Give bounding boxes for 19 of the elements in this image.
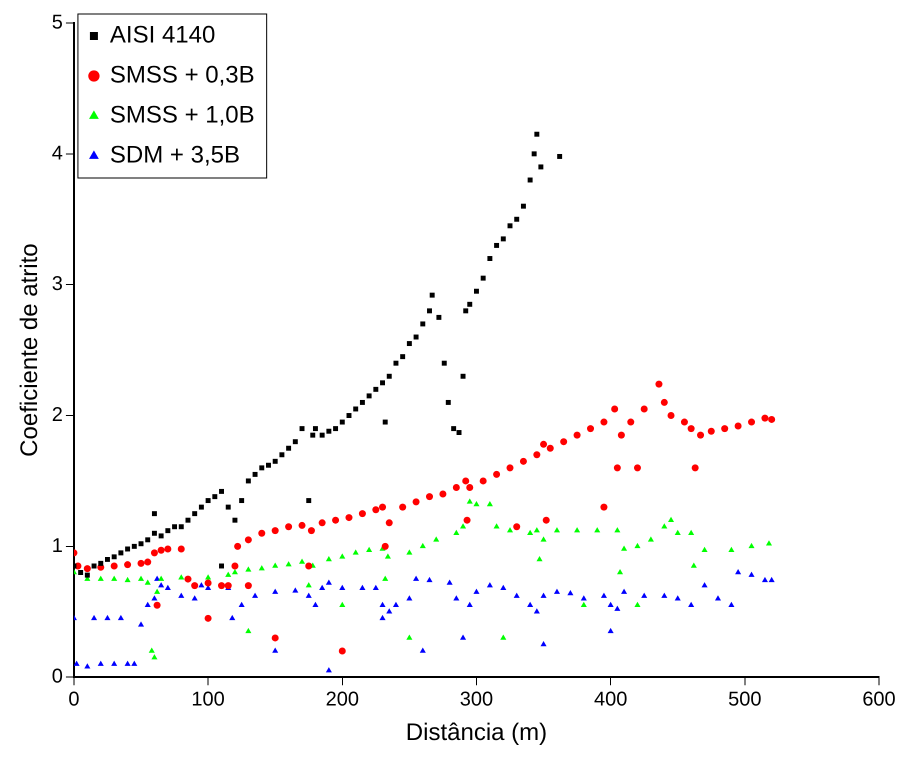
y-tick-label: 1 xyxy=(52,534,63,557)
y-tick-label: 3 xyxy=(52,273,63,296)
x-tick-label: 0 xyxy=(68,688,80,711)
x-tick-label: 500 xyxy=(728,688,762,711)
x-axis-title: Distância (m) xyxy=(406,719,548,746)
y-tick-label: 2 xyxy=(52,404,63,426)
legend-label: AISI 4140 xyxy=(110,22,216,49)
legend-label: SMSS + 1,0B xyxy=(110,102,255,129)
x-tick-label: 300 xyxy=(460,688,494,711)
legend-label: SDM + 3,5B xyxy=(110,142,240,169)
x-tick-label: 400 xyxy=(594,688,628,711)
legend-label: SMSS + 0,3B xyxy=(110,62,255,89)
x-tick-label: 600 xyxy=(862,688,896,711)
y-tick-label: 0 xyxy=(52,666,63,688)
x-tick-label: 200 xyxy=(326,688,359,711)
y-tick-label: 4 xyxy=(52,142,63,164)
x-tick-label: 100 xyxy=(191,688,225,711)
y-tick-label: 5 xyxy=(52,12,63,34)
y-axis-title: Coeficiente de atrito xyxy=(16,243,44,457)
